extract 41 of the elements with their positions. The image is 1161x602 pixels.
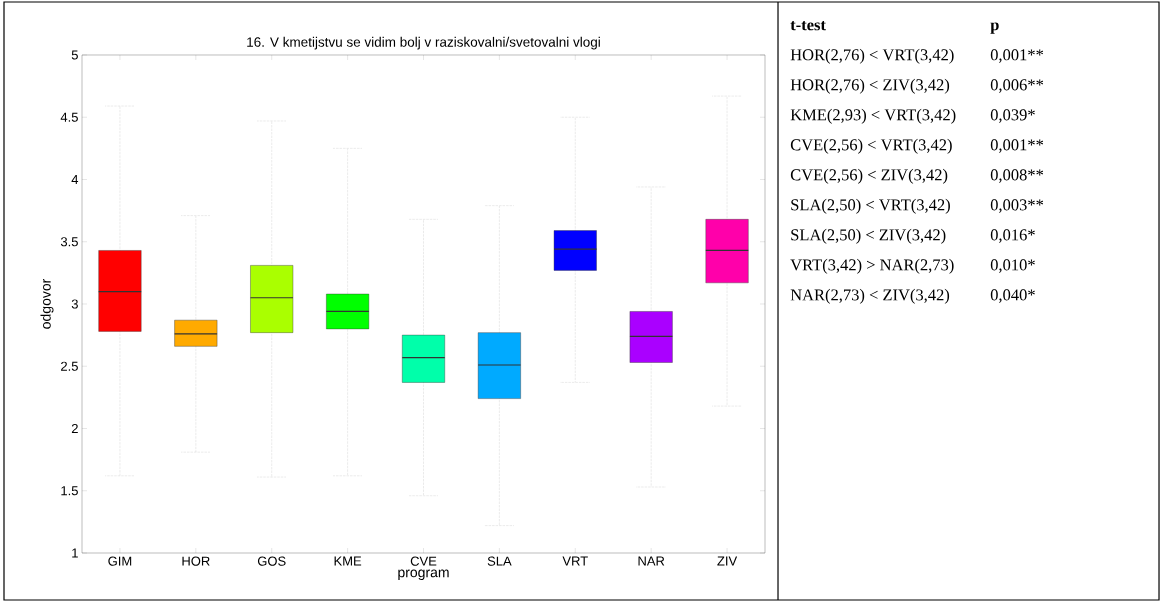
text: SLA(2,50) < VRT(3,42) <box>791 198 950 214</box>
x-tick-label: GIM <box>108 556 132 566</box>
y-tick-label: 3 <box>71 299 78 309</box>
x-tick-label: KME <box>334 556 362 566</box>
text: 0,003** <box>990 199 1044 213</box>
text: 0,001** <box>990 139 1044 153</box>
text: VRT(3,42) > NAR(2,73) <box>790 258 954 274</box>
x-axis-title: program <box>398 569 449 581</box>
text: KME(2,93) < VRT(3,42) <box>790 108 956 124</box>
y-tick-label: 5 <box>71 50 78 60</box>
y-axis-title: odgovor <box>40 278 54 329</box>
text: 0,006** <box>990 79 1044 93</box>
text: 0,039* <box>990 109 1035 123</box>
x-tick-label: CVE <box>410 556 437 566</box>
y-tick-label: 3.5 <box>60 237 78 247</box>
text: 0,040* <box>990 289 1035 303</box>
text: t-test <box>790 20 826 31</box>
x-tick-label: NAR <box>638 556 665 566</box>
text: HOR(2,76) < ZIV(3,42) <box>790 78 950 94</box>
y-tick-label: 1.5 <box>61 486 78 496</box>
y-tick-label: 4 <box>71 175 79 184</box>
text: p <box>990 22 999 34</box>
x-tick-label: VRT <box>562 556 588 566</box>
text: CVE(2,56) < ZIV(3,42) <box>790 168 948 184</box>
text: NAR(2,73) < ZIV(3,42) <box>790 288 950 304</box>
x-tick-label: GOS <box>257 556 286 566</box>
y-tick-label: 1 <box>72 548 78 558</box>
text: 0,001** <box>990 49 1044 63</box>
x-tick-label: SLA <box>487 556 512 566</box>
y-tick-label: 2 <box>71 423 78 434</box>
text: 0,016* <box>990 229 1035 243</box>
text: HOR(2,76) < VRT(3,42) <box>790 48 954 64</box>
text: CVE(2,56) < VRT(3,42) <box>790 138 952 154</box>
x-tick-label: ZIV <box>717 556 738 566</box>
x-tick-label: HOR <box>182 556 210 566</box>
text: 0,008** <box>990 169 1044 183</box>
text: 0,010* <box>990 259 1035 273</box>
text: SLA(2,50) < ZIV(3,42) <box>791 228 946 244</box>
y-tick-label: 2.5 <box>61 361 78 371</box>
chart-title: 16. V kmetijstvu se vidim bolj v raziskovalni/svetovalni vlogi <box>247 36 600 50</box>
y-tick-label: 4.5 <box>60 112 78 122</box>
